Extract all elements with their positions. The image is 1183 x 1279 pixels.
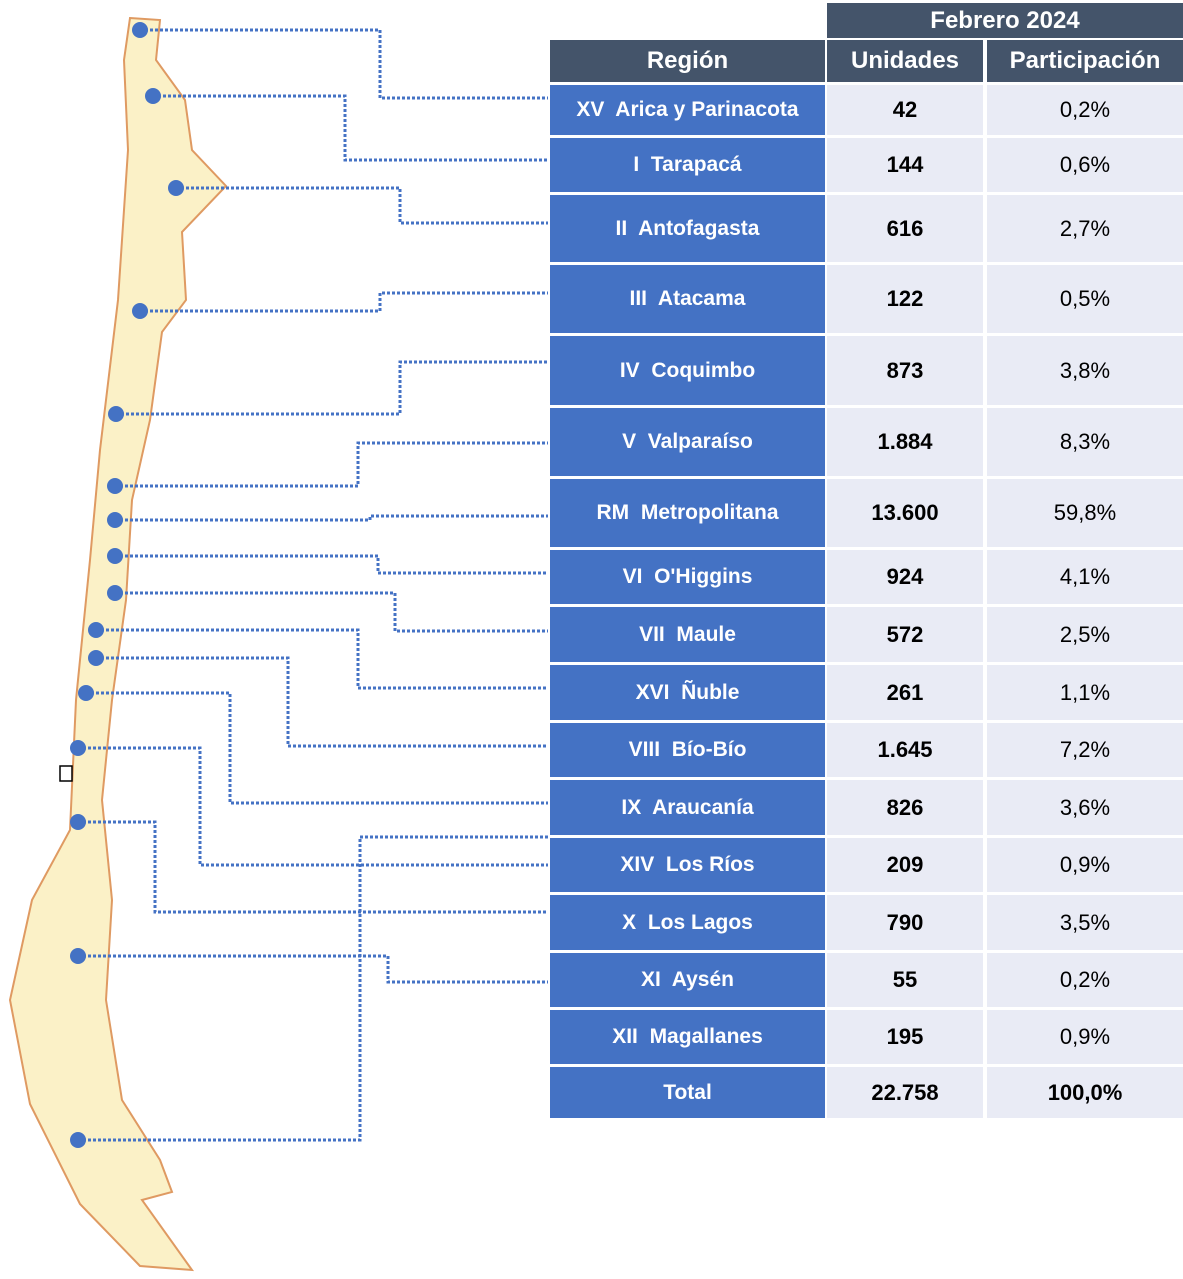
total-label: Total [550, 1067, 825, 1118]
region-cell: VII Maule [550, 607, 825, 662]
region-cell: V Valparaíso [550, 408, 825, 476]
connector [78, 746, 548, 867]
region-cell: IX Araucanía [550, 780, 825, 835]
share-cell: 2,5% [987, 607, 1183, 662]
units-cell: 42 [827, 85, 983, 135]
connector [96, 656, 548, 748]
units-cell: 790 [827, 895, 983, 950]
region-cell: III Atacama [550, 265, 825, 333]
connector [140, 291, 548, 313]
share-cell: 2,7% [987, 195, 1183, 262]
share-cell: 0,6% [987, 138, 1183, 192]
share-cell: 4,1% [987, 550, 1183, 604]
region-cell: XII Magallanes [550, 1010, 825, 1064]
region-dot [107, 585, 123, 601]
share-cell: 1,1% [987, 665, 1183, 720]
region-cell: RM Metropolitana [550, 479, 825, 547]
connectors [70, 22, 548, 1148]
share-cell: 3,8% [987, 336, 1183, 405]
region-dot [88, 622, 104, 638]
units-cell: 616 [827, 195, 983, 262]
region-dot [70, 740, 86, 756]
region-dot [108, 406, 124, 422]
connector [153, 94, 548, 162]
column-header: Unidades [827, 40, 983, 82]
share-cell: 0,2% [987, 953, 1183, 1007]
connector [115, 554, 548, 575]
share-cell: 0,5% [987, 265, 1183, 333]
connector [115, 514, 548, 522]
connector [115, 441, 548, 488]
region-dot [70, 948, 86, 964]
connector [115, 591, 548, 633]
region-dot [70, 1132, 86, 1148]
connector [96, 628, 548, 690]
region-dot [107, 478, 123, 494]
region-cell: XIV Los Ríos [550, 838, 825, 892]
units-cell: 873 [827, 336, 983, 405]
region-dot [132, 303, 148, 319]
connector [176, 186, 548, 225]
units-cell: 209 [827, 838, 983, 892]
connector [78, 820, 548, 914]
share-cell: 0,9% [987, 838, 1183, 892]
region-dot [88, 650, 104, 666]
region-cell: II Antofagasta [550, 195, 825, 262]
units-cell: 144 [827, 138, 983, 192]
region-cell: IV Coquimbo [550, 336, 825, 405]
region-dot [70, 814, 86, 830]
share-cell: 0,9% [987, 1010, 1183, 1064]
units-cell: 1.884 [827, 408, 983, 476]
total-units: 22.758 [827, 1067, 983, 1118]
share-cell: 3,6% [987, 780, 1183, 835]
region-dot [107, 512, 123, 528]
units-cell: 1.645 [827, 723, 983, 777]
region-cell: VI O'Higgins [550, 550, 825, 604]
region-cell: XVI Ñuble [550, 665, 825, 720]
region-dot [78, 685, 94, 701]
units-cell: 924 [827, 550, 983, 604]
period-header: Febrero 2024 [827, 3, 1183, 38]
share-cell: 3,5% [987, 895, 1183, 950]
region-cell: XV Arica y Parinacota [550, 85, 825, 135]
connector [140, 28, 548, 100]
region-dot [168, 180, 184, 196]
map-marker-box [59, 765, 73, 782]
region-dot [107, 548, 123, 564]
connector [78, 954, 548, 984]
share-cell: 59,8% [987, 479, 1183, 547]
column-header: Región [550, 40, 825, 82]
share-cell: 8,3% [987, 408, 1183, 476]
region-cell: VIII Bío-Bío [550, 723, 825, 777]
region-dot [145, 88, 161, 104]
connector [78, 835, 548, 1142]
units-cell: 122 [827, 265, 983, 333]
region-dot [132, 22, 148, 38]
share-cell: 7,2% [987, 723, 1183, 777]
region-cell: X Los Lagos [550, 895, 825, 950]
units-cell: 572 [827, 607, 983, 662]
share-cell: 0,2% [987, 85, 1183, 135]
chile-map [8, 16, 228, 1272]
units-cell: 13.600 [827, 479, 983, 547]
region-cell: I Tarapacá [550, 138, 825, 192]
units-cell: 261 [827, 665, 983, 720]
column-header: Participación [987, 40, 1183, 82]
units-cell: 195 [827, 1010, 983, 1064]
connector [116, 360, 548, 416]
total-share: 100,0% [987, 1067, 1183, 1118]
units-cell: 826 [827, 780, 983, 835]
connector [86, 691, 548, 805]
units-cell: 55 [827, 953, 983, 1007]
region-cell: XI Aysén [550, 953, 825, 1007]
